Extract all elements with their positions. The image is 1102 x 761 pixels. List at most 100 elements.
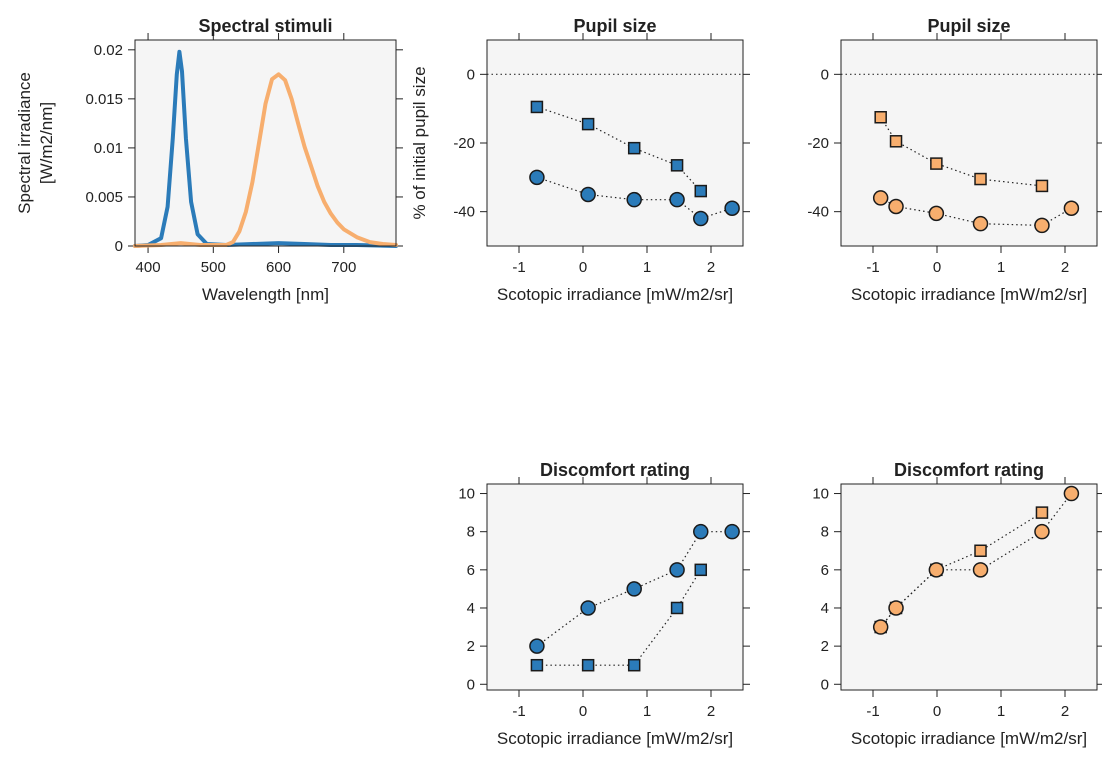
spectral-stimuli-panel: Spectral stimuli 400 500 600 700 0 0.005 0.01 0.… xyxy=(15,16,403,304)
circle-marker xyxy=(669,562,685,578)
blue-spectrum-line xyxy=(133,49,398,248)
square-marker xyxy=(627,141,641,155)
circle-marker xyxy=(872,190,889,206)
x-tick-label: 0 xyxy=(933,703,941,720)
y-tick-label: 6 xyxy=(467,562,475,579)
y-tick-label: -40 xyxy=(453,204,475,221)
y-tick-label: 10 xyxy=(458,486,475,503)
series-connector xyxy=(536,106,702,192)
plot-area xyxy=(841,40,1097,246)
x-tick-label: 400 xyxy=(136,259,161,276)
circle-marker xyxy=(928,562,945,578)
y-tick-label: 8 xyxy=(821,524,829,541)
square-marker xyxy=(874,111,887,124)
y-tick-label: 0.015 xyxy=(85,91,123,108)
y-tick-label: 4 xyxy=(821,600,829,617)
x-tick-label: 0 xyxy=(579,259,587,276)
square-marker xyxy=(581,658,595,672)
x-tick-label: -1 xyxy=(866,703,879,720)
plot-frame xyxy=(486,483,744,691)
x-tick-label: 2 xyxy=(1061,703,1069,720)
circle-marker xyxy=(1034,523,1050,540)
chart-title: Discomfort rating xyxy=(540,460,690,480)
series-connector xyxy=(880,116,1043,187)
chart-title: Pupil size xyxy=(927,16,1010,36)
square-marker xyxy=(530,658,544,672)
x-tick-label: 700 xyxy=(331,259,356,276)
discomfort-rating-orange-panel: Discomfort rating -1 0 1 2 0 2 4 6 8 10 Scotopic ir… xyxy=(812,460,1102,748)
y-tick-label: -20 xyxy=(453,135,475,152)
pupil-size-blue-panel: Pupil size -1 0 1 2 0 -20 -40 Scotopic irradianc… xyxy=(410,16,750,304)
y-tick-label: 0 xyxy=(821,66,829,83)
plot-area xyxy=(841,484,1097,690)
x-tick-label: 500 xyxy=(201,259,226,276)
x-tick-label: 1 xyxy=(997,259,1005,276)
square-marker xyxy=(530,100,544,114)
x-axis-label: Scotopic irradiance [mW/m2/sr] xyxy=(851,285,1087,304)
circle-marker xyxy=(580,186,596,203)
y-tick-label: 0 xyxy=(115,238,123,255)
chart-title: Discomfort rating xyxy=(894,460,1044,480)
circle-marker xyxy=(724,200,740,216)
circle-marker xyxy=(972,562,989,578)
circle-marker xyxy=(693,210,709,227)
circle-marker xyxy=(888,600,904,616)
square-marker xyxy=(1035,506,1049,519)
y-tick-label: 0.02 xyxy=(94,42,123,59)
y-tick-label: 2 xyxy=(467,638,475,655)
square-marker xyxy=(581,117,595,131)
chart-title: Pupil size xyxy=(573,16,656,36)
x-tick-label: 0 xyxy=(933,259,941,276)
square-marker xyxy=(930,157,943,170)
circle-marker xyxy=(888,198,904,215)
circle-marker xyxy=(693,523,709,540)
y-tick-label: 2 xyxy=(821,638,829,655)
square-marker xyxy=(974,172,987,186)
x-tick-label: 2 xyxy=(707,259,715,276)
circle-marker xyxy=(972,215,989,232)
x-tick-label: 1 xyxy=(997,703,1005,720)
pupil-size-orange-panel: Pupil size -1 0 1 2 0 -20 -40 Scotopic irradianc… xyxy=(807,16,1102,304)
circle-marker xyxy=(626,581,642,597)
y-axis-label: [W/m2/nm] xyxy=(37,102,56,184)
y-tick-label: 6 xyxy=(821,562,829,579)
x-axis-label: Scotopic irradiance [mW/m2/sr] xyxy=(851,729,1087,748)
series-connector xyxy=(536,176,733,220)
square-marker xyxy=(694,563,708,577)
y-tick-label: 4 xyxy=(467,600,475,617)
square-marker xyxy=(627,658,641,672)
y-tick-label: 10 xyxy=(812,486,829,503)
x-axis-label: Scotopic irradiance [mW/m2/sr] xyxy=(497,285,733,304)
plot-frame xyxy=(840,39,1098,247)
circle-marker xyxy=(928,205,945,222)
circle-marker xyxy=(529,169,545,186)
x-tick-label: 1 xyxy=(643,703,651,720)
x-axis-label: Wavelength [nm] xyxy=(202,285,329,304)
circle-marker xyxy=(1034,217,1050,234)
x-tick-label: 600 xyxy=(266,259,291,276)
x-axis-label: Scotopic irradiance [mW/m2/sr] xyxy=(497,729,733,748)
x-tick-label: -1 xyxy=(512,259,525,276)
circle-marker xyxy=(1063,485,1080,502)
x-tick-label: 1 xyxy=(643,259,651,276)
orange-spectrum-line xyxy=(133,72,398,248)
y-axis-label: Spectral irradiance xyxy=(15,72,34,214)
x-tick-label: -1 xyxy=(512,703,525,720)
y-tick-label: 0 xyxy=(467,66,475,83)
square-marker xyxy=(694,184,708,198)
plot-frame xyxy=(840,483,1098,691)
circle-marker xyxy=(872,619,889,635)
square-marker xyxy=(889,135,903,148)
circle-marker xyxy=(724,523,740,540)
square-marker xyxy=(1035,179,1049,193)
plot-frame xyxy=(134,39,397,247)
circle-marker xyxy=(1063,200,1080,216)
square-marker xyxy=(974,544,987,558)
y-tick-label: -20 xyxy=(807,135,829,152)
circle-marker xyxy=(529,638,545,654)
plot-area xyxy=(487,484,743,690)
x-tick-label: 0 xyxy=(579,703,587,720)
square-marker xyxy=(670,159,684,172)
circle-marker xyxy=(626,191,642,208)
